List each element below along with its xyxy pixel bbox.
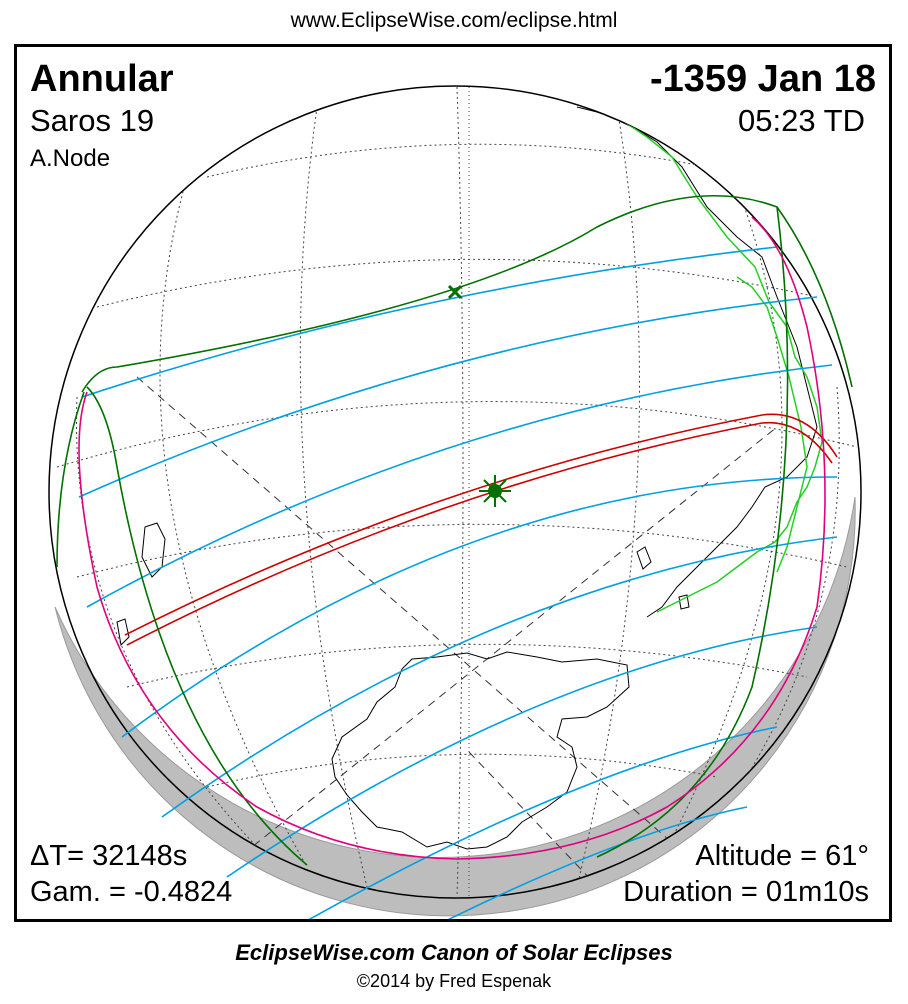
sun-altitude: Altitude = 61° — [695, 840, 869, 872]
eclipse-map-panel: Annular -1359 Jan 18 Saros 19 05:23 TD A… — [14, 44, 892, 922]
greatest-eclipse-star — [479, 475, 511, 507]
globe-outline — [48, 85, 862, 899]
canon-title: EclipseWise.com Canon of Solar Eclipses — [235, 940, 673, 965]
sub-solar-cross — [447, 284, 463, 300]
rise-set-curve — [78, 216, 826, 860]
ancient-coastline — [564, 96, 823, 613]
south-america-coastline — [576, 106, 818, 618]
gamma-value: Gam. = -0.4824 — [30, 876, 233, 908]
antarctica-coastline — [331, 651, 630, 850]
source-url: www.EclipseWise.com/eclipse.html — [290, 9, 618, 32]
radial-lines — [136, 376, 778, 898]
eclipse-date: -1359 Jan 18 — [649, 58, 876, 100]
central-path — [124, 413, 838, 646]
island-coastlines — [116, 522, 690, 647]
delta-t: ΔT= 32148s — [30, 840, 188, 872]
saros-number: Saros 19 — [30, 103, 155, 138]
eclipse-type: Annular — [30, 58, 174, 100]
night-shadow — [54, 496, 856, 917]
penumbral-limits — [56, 194, 853, 866]
eclipse-duration: Duration = 01m10s — [623, 876, 869, 908]
eclipse-time: 05:23 TD — [738, 103, 865, 138]
partial-eclipse-contours — [78, 246, 838, 919]
globe-map — [48, 85, 862, 919]
ancient-coastline-east — [736, 276, 808, 573]
lunar-node: A.Node — [30, 145, 111, 172]
copyright: ©2014 by Fred Espenak — [356, 971, 552, 991]
